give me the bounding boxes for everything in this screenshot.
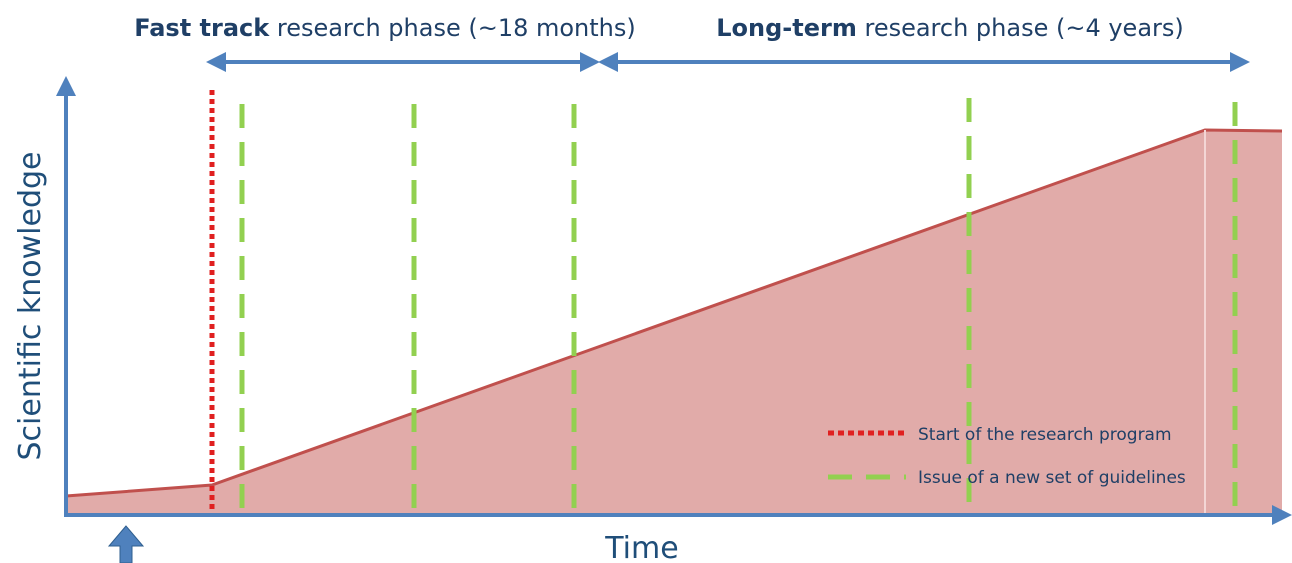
guideline-markers bbox=[239, 98, 1238, 515]
x-axis-label: Time bbox=[604, 531, 678, 563]
y-axis-arrowhead bbox=[56, 76, 76, 96]
fast-track-phase-label: Fast track research phase (~18 months) bbox=[134, 14, 636, 42]
fast-track-span-arrow bbox=[206, 52, 600, 72]
knowledge-curve bbox=[65, 128, 1283, 498]
long-term-span-arrow bbox=[598, 52, 1250, 72]
long-term-phase-label: Long-term research phase (~4 years) bbox=[716, 14, 1184, 42]
legend-start-label: Start of the research program bbox=[918, 425, 1172, 445]
knowledge-area bbox=[66, 130, 1282, 515]
legend: Start of the research program Issue of a… bbox=[828, 425, 1186, 488]
long-term-bold: Long-term bbox=[716, 14, 857, 42]
y-axis-label: Scientific knowledge bbox=[13, 152, 48, 461]
up-arrow-icon bbox=[107, 525, 145, 563]
fast-track-rest: research phase (~18 months) bbox=[269, 14, 636, 42]
x-axis-arrowhead bbox=[1272, 505, 1292, 525]
long-term-rest: research phase (~4 years) bbox=[857, 14, 1184, 42]
fast-track-bold: Fast track bbox=[134, 14, 270, 42]
legend-guideline-label: Issue of a new set of guidelines bbox=[918, 468, 1186, 488]
